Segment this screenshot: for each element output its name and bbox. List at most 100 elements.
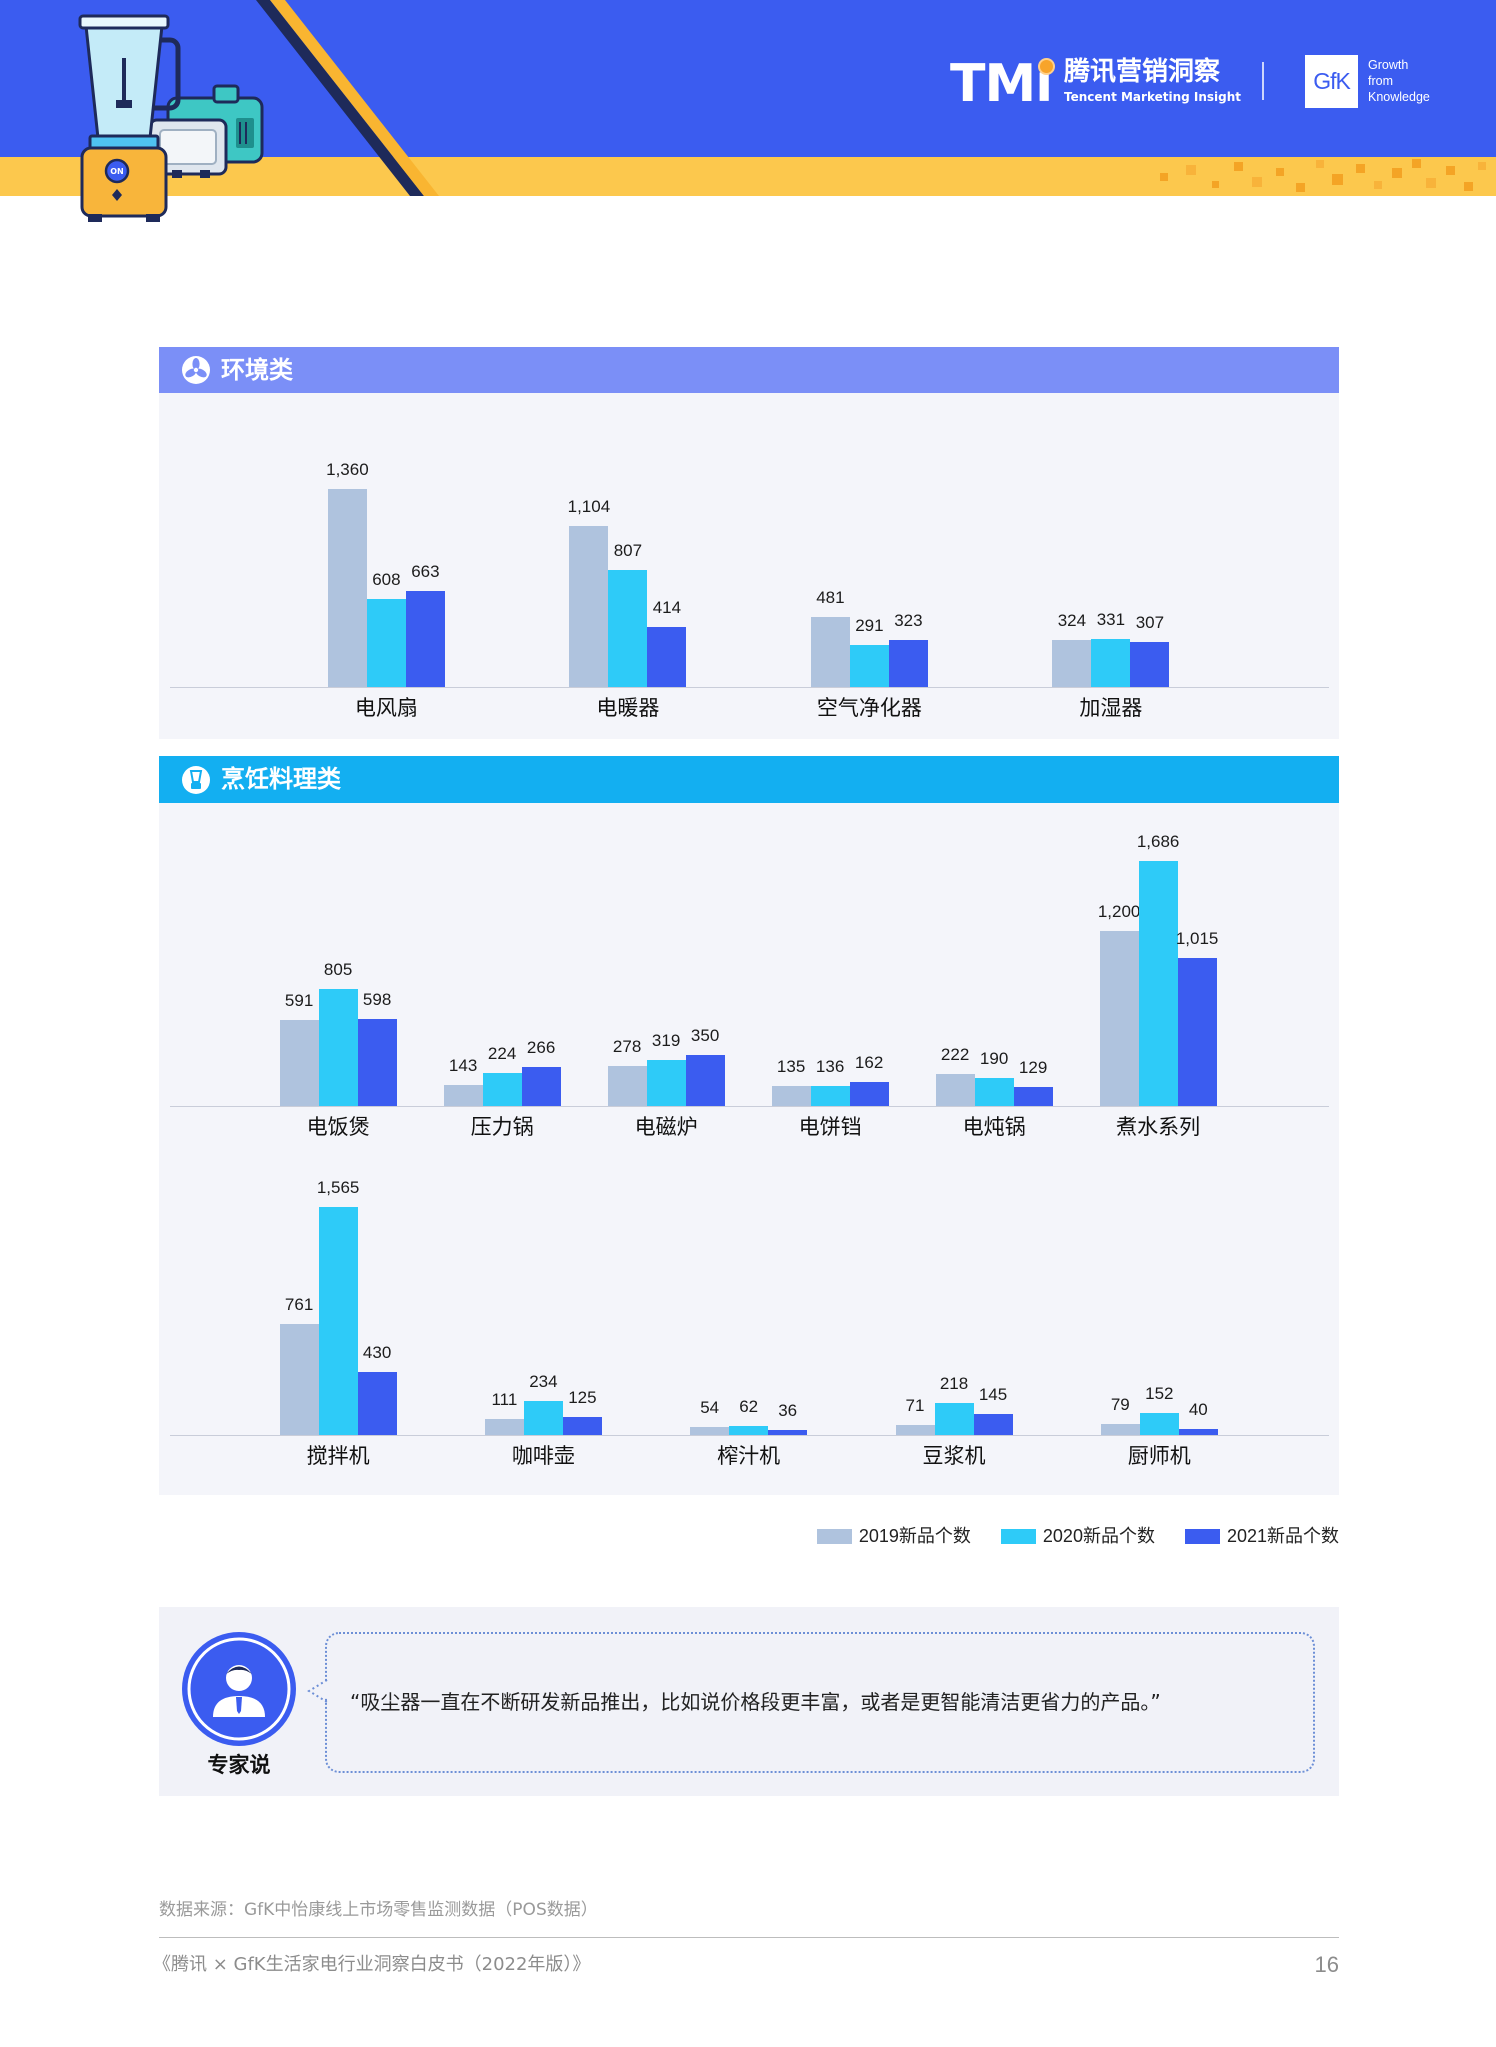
value-label-豆浆机-series-1: 71: [905, 1395, 925, 1415]
bar-电风扇-series-1: [327, 489, 367, 687]
bar-煮水系列-series-1: [1099, 931, 1139, 1106]
speech-bubble-gap: [323, 1682, 329, 1698]
bar-榨汁机-series-2: [729, 1425, 769, 1435]
value-label-电炖锅-series-2: 190: [979, 1049, 1009, 1069]
bar-电饼铛-series-3: [849, 1082, 889, 1106]
category-label: 电磁炉: [634, 1115, 698, 1139]
bar-搅拌机-series-1: [279, 1324, 319, 1435]
bar-电炖锅-series-2: [974, 1078, 1014, 1106]
bar-电磁炉-series-3: [685, 1055, 725, 1106]
value-label-电暖器-series-2: 807: [613, 540, 643, 560]
section-title-environment: 环境类: [221, 356, 293, 384]
value-label-厨师机-series-1: 79: [1110, 1394, 1130, 1414]
value-label-榨汁机-series-3: 36: [778, 1400, 798, 1420]
fan-icon: [182, 356, 210, 384]
pixel-pattern-decoration: [1160, 159, 1486, 192]
blender-icon: [182, 766, 210, 794]
page-number: 16: [1314, 1952, 1339, 1977]
bar-电饭煲-series-1: [279, 1020, 319, 1106]
value-label-榨汁机-series-2: 62: [739, 1396, 759, 1416]
bar-电饼铛-series-2: [810, 1086, 850, 1106]
tmi-logo-mark: TMi: [950, 54, 1053, 114]
value-label-电风扇-series-1: 1,360: [326, 460, 369, 480]
bar-电暖器-series-3: [647, 626, 687, 687]
x-axis-line: [170, 1435, 1329, 1436]
value-label-电风扇-series-3: 663: [411, 561, 440, 581]
value-label-电磁炉-series-2: 319: [651, 1030, 681, 1050]
value-label-电饼铛-series-2: 136: [815, 1057, 845, 1077]
x-axis-line: [170, 687, 1329, 688]
category-label: 搅拌机: [306, 1444, 370, 1468]
bar-电炖锅-series-3: [1013, 1087, 1053, 1106]
category-label: 榨汁机: [717, 1444, 781, 1468]
value-label-电风扇-series-2: 608: [372, 569, 401, 589]
expert-quote-text: “吸尘器一直在不断研发新品推出，比如说价格段更丰富，或者是更智能清洁更省力的产品…: [350, 1690, 1161, 1714]
section-header-cooking: [159, 756, 1339, 803]
value-label-咖啡壶-series-1: 111: [491, 1389, 518, 1409]
bar-厨师机-series-2: [1139, 1412, 1179, 1435]
value-label-电暖器-series-1: 1,104: [567, 497, 611, 517]
value-label-煮水系列-series-1: 1,200: [1097, 902, 1141, 922]
bar-豆浆机-series-1: [895, 1424, 935, 1435]
category-label: 厨师机: [1127, 1444, 1191, 1468]
bar-加湿器-series-2: [1091, 638, 1131, 687]
legend-swatch: [1184, 1528, 1220, 1544]
x-axis-line: [170, 1106, 1329, 1107]
bar-电饭煲-series-3: [357, 1018, 397, 1106]
value-label-空气净化器-series-3: 323: [894, 611, 923, 630]
bar-榨汁机-series-1: [690, 1427, 730, 1435]
value-label-厨师机-series-3: 40: [1188, 1400, 1208, 1420]
legend-item-2021: 2021新品个数: [1184, 1522, 1339, 1550]
value-label-压力锅-series-1: 143: [448, 1056, 478, 1076]
value-label-加湿器-series-3: 307: [1135, 613, 1165, 633]
blender-illustration-icon: ON: [78, 14, 181, 222]
category-label: 电饼铛: [798, 1115, 862, 1139]
legend-item-2019: 2019新品个数: [816, 1522, 971, 1550]
bar-搅拌机-series-3: [357, 1372, 397, 1435]
legend-item-2020: 2020新品个数: [1000, 1522, 1155, 1550]
gfk-tagline-1: Growth: [1368, 58, 1409, 72]
bar-电饼铛-series-1: [771, 1086, 811, 1106]
bar-压力锅-series-3: [521, 1067, 561, 1106]
value-label-电饼铛-series-1: 135: [776, 1057, 806, 1077]
category-label: 电风扇: [354, 696, 418, 720]
bar-空气净化器-series-1: [810, 617, 850, 687]
person-icon: [182, 1632, 296, 1746]
bar-压力锅-series-2: [482, 1073, 522, 1106]
bar-加湿器-series-3: [1130, 642, 1170, 687]
value-label-加湿器-series-1: 324: [1057, 610, 1087, 630]
sandwich-maker-icon: [148, 84, 264, 178]
value-label-空气净化器-series-1: 481: [816, 588, 845, 607]
category-label: 咖啡壶: [511, 1444, 575, 1468]
data-source-note: 数据来源：GfK中怡康线上市场零售监测数据（POS数据）: [159, 1900, 598, 1920]
expert-quote-box: [159, 1607, 1339, 1796]
logo-divider: [1262, 62, 1264, 100]
value-label-榨汁机-series-1: 54: [700, 1398, 720, 1418]
bar-电炖锅-series-1: [935, 1073, 975, 1106]
value-label-搅拌机-series-2: 1,565: [316, 1178, 360, 1198]
bar-豆浆机-series-2: [934, 1403, 974, 1435]
section-header-environment: [159, 347, 1339, 393]
gfk-logo: GfK: [1305, 55, 1358, 108]
value-label-煮水系列-series-3: 1,015: [1175, 929, 1219, 949]
bar-空气净化器-series-2: [849, 644, 889, 687]
footer-divider: [159, 1937, 1339, 1938]
bar-咖啡壶-series-1: [484, 1418, 524, 1435]
category-label: 电饭煲: [306, 1115, 370, 1139]
bar-厨师机-series-1: [1100, 1423, 1140, 1435]
legend-label: 2019新品个数: [858, 1526, 971, 1546]
category-label: 加湿器: [1079, 696, 1143, 720]
bar-电饭煲-series-2: [318, 988, 358, 1106]
value-label-电暖器-series-3: 414: [652, 597, 682, 617]
bar-搅拌机-series-2: [318, 1207, 358, 1435]
value-label-空气净化器-series-2: 291: [855, 615, 884, 635]
value-label-豆浆机-series-3: 145: [978, 1384, 1008, 1404]
bar-加湿器-series-1: [1052, 639, 1092, 687]
category-label: 豆浆机: [922, 1444, 986, 1468]
section-title-cooking: 烹饪料理类: [221, 765, 341, 793]
tmi-logo-name-en: Tencent Marketing Insight: [1064, 90, 1242, 104]
value-label-电饭煲-series-1: 591: [284, 991, 314, 1010]
bar-电暖器-series-1: [569, 526, 609, 687]
